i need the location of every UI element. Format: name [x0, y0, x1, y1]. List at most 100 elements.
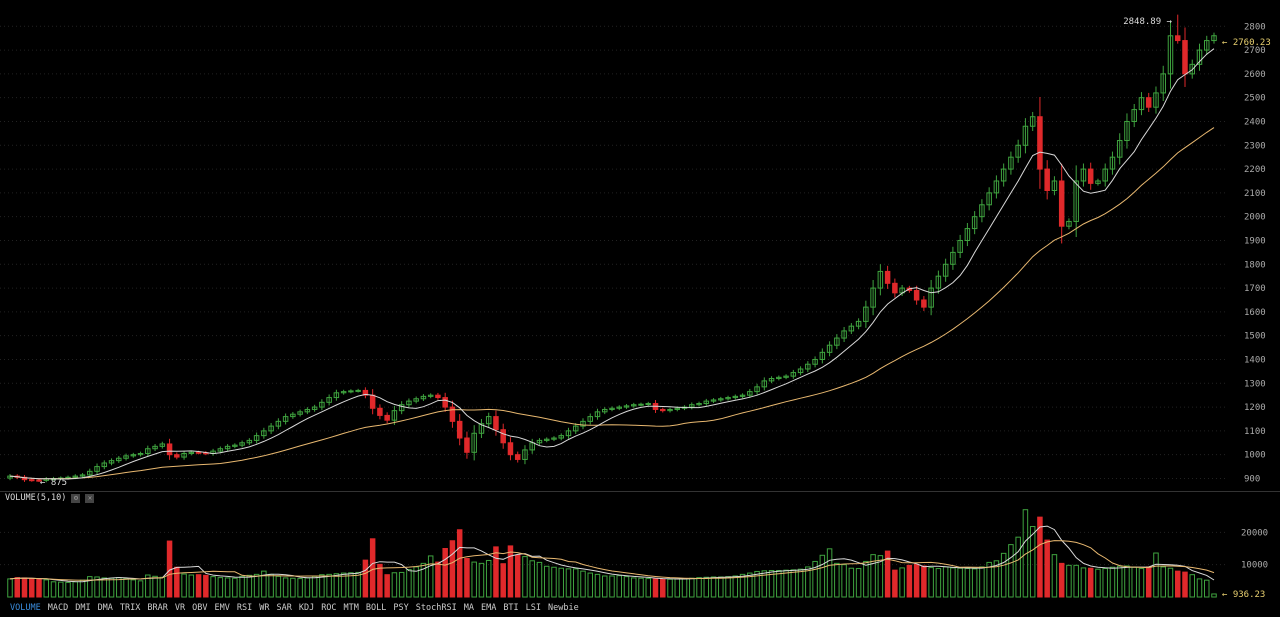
indicator-tab-sar[interactable]: SAR — [276, 603, 292, 613]
volume-bar — [1109, 566, 1116, 598]
volume-bar — [43, 579, 50, 598]
candle-up — [957, 239, 963, 253]
volume-bar — [884, 550, 891, 598]
indicator-tab-stochrsi[interactable]: StochRSI — [415, 603, 457, 613]
volume-bar — [290, 577, 296, 598]
volume-bar — [1182, 571, 1188, 598]
candle-up — [1196, 49, 1203, 65]
indicator-tab-brar[interactable]: BRAR — [147, 603, 168, 613]
price-tick-label: 2700 — [1244, 46, 1266, 56]
volume-bar — [1080, 567, 1087, 598]
indicator-tab-obv[interactable]: OBV — [192, 603, 208, 613]
indicator-tab-newbie[interactable]: Newbie — [548, 603, 579, 613]
volume-bar — [1044, 539, 1050, 598]
volume-bar — [391, 572, 398, 598]
volume-bar — [551, 566, 557, 598]
indicator-tab-lsi[interactable]: LSI — [525, 603, 542, 613]
candle-down — [1174, 35, 1181, 42]
volume-bar — [362, 559, 369, 598]
indicator-tab-ema[interactable]: EMA — [480, 603, 497, 613]
indicator-tab-wr[interactable]: WR — [259, 603, 270, 613]
candle-up — [297, 411, 303, 415]
candle-down — [449, 406, 456, 422]
close-icon[interactable]: ✕ — [85, 493, 95, 503]
volume-bar — [971, 568, 978, 598]
volume-bar — [942, 566, 949, 598]
indicator-tab-dma[interactable]: DMA — [97, 603, 113, 613]
candle-up — [1051, 180, 1058, 191]
volume-bar — [718, 576, 724, 598]
candle-up — [710, 399, 717, 402]
candle-up — [1116, 140, 1123, 158]
volume-bar — [783, 569, 789, 598]
gear-icon[interactable]: ⚙ — [71, 493, 81, 503]
volume-bar — [863, 560, 869, 598]
volume-tick-label: 10000 — [1241, 561, 1268, 571]
candle-up — [638, 403, 644, 406]
indicator-tab-volume[interactable]: VOLUME — [10, 603, 41, 613]
volume-bar — [268, 573, 274, 598]
candle-down — [921, 299, 927, 308]
indicator-tab-psy[interactable]: PSY — [393, 603, 409, 613]
candle-up — [558, 435, 564, 439]
candle-up — [797, 368, 804, 374]
candle-up — [667, 408, 673, 412]
candle-up — [587, 416, 593, 422]
volume-bar — [195, 574, 202, 598]
indicator-tab-roc[interactable]: ROC — [321, 603, 337, 613]
volume-axis: 10000 20000 — [1241, 528, 1268, 570]
volume-bar — [1008, 544, 1014, 598]
price-tick-label: 1800 — [1244, 260, 1266, 270]
volume-bar — [94, 576, 100, 598]
indicator-tab-bti[interactable]: BTI — [503, 603, 519, 613]
volume-ma-short-line — [9, 525, 1215, 583]
candle-up — [1000, 168, 1007, 182]
indicator-tab-trix[interactable]: TRIX — [119, 603, 141, 613]
indicator-tab-emv[interactable]: EMV — [214, 603, 230, 613]
volume-bar — [543, 565, 550, 598]
price-tick-label: 2800 — [1244, 22, 1266, 32]
candle-up — [311, 406, 318, 410]
volume-bar — [493, 546, 499, 598]
candle-up — [616, 406, 623, 409]
indicator-tab-macd[interactable]: MACD — [47, 603, 69, 613]
volume-bar — [870, 554, 876, 598]
volume-bar — [1073, 564, 1079, 598]
volume-bar — [703, 576, 710, 598]
volume-bar — [652, 578, 659, 598]
volume-bar — [72, 581, 79, 598]
volume-bar — [529, 560, 535, 598]
candle-up — [812, 358, 818, 365]
indicator-tab-ma[interactable]: MA — [463, 603, 474, 613]
volume-bar — [188, 574, 195, 598]
candle-up — [137, 452, 144, 456]
indicator-tab-kdj[interactable]: KDJ — [298, 603, 315, 613]
indicator-tab-dmi[interactable]: DMI — [75, 603, 91, 613]
indicator-tab-vr[interactable]: VR — [174, 603, 186, 613]
volume-bar — [79, 579, 86, 598]
volume-bar — [65, 581, 71, 598]
volume-bar — [1145, 566, 1152, 598]
candle-down — [913, 289, 920, 301]
candle-down — [36, 479, 42, 482]
volume-bar — [21, 577, 28, 598]
price-axis: 900 1000 1100 1200 1300 1400 1500 1600 1700 1800 1… — [1244, 22, 1266, 484]
candle-up — [776, 376, 782, 380]
volume-bar — [348, 572, 354, 598]
price-tick-label: 1500 — [1244, 332, 1266, 342]
candle-up — [413, 398, 419, 402]
volume-bar — [1000, 552, 1007, 598]
candle-down — [892, 282, 898, 294]
indicator-tab-mtm[interactable]: MTM — [343, 603, 359, 613]
volume-bar — [14, 577, 21, 598]
candle-down — [362, 389, 369, 396]
candle-up — [239, 442, 245, 446]
candle-up — [391, 410, 398, 421]
volume-bar — [710, 576, 717, 598]
candle-down — [1044, 168, 1050, 192]
volume-bar — [732, 575, 739, 598]
indicator-tab-rsi[interactable]: RSI — [236, 603, 253, 613]
indicator-tab-boll[interactable]: BOLL — [365, 603, 387, 613]
chart-grid — [0, 25, 1225, 479]
